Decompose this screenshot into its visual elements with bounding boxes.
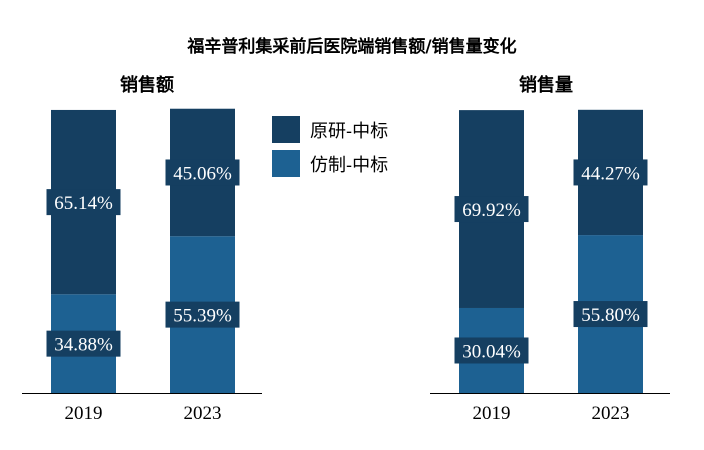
panel-title: 销售额: [120, 74, 174, 96]
data-label: 69.92%: [462, 200, 521, 221]
data-label-bg: [454, 337, 529, 364]
x-tick-label: 2023: [592, 403, 630, 424]
data-label: 30.04%: [462, 341, 521, 362]
chart-title: 福辛普利集采前后医院端销售额/销售量变化: [186, 36, 516, 57]
data-label: 45.06%: [173, 163, 232, 184]
x-tick-label: 2023: [184, 403, 222, 424]
panel-title: 销售量: [519, 74, 573, 96]
data-label-bg: [573, 159, 648, 186]
data-label-bg: [46, 189, 121, 216]
legend: 原研-中标 仿制-中标: [272, 116, 388, 177]
data-label-bg: [165, 301, 240, 328]
data-label: 34.88%: [54, 335, 113, 356]
data-label: 55.39%: [173, 306, 232, 327]
data-label: 44.27%: [581, 163, 640, 184]
legend-swatch-original: [272, 116, 300, 143]
legend-label-original: 原研-中标: [310, 121, 388, 142]
data-label-bg: [46, 330, 121, 357]
data-label-bg: [165, 159, 240, 186]
x-tick-label: 2019: [473, 403, 511, 424]
data-label-bg: [573, 301, 648, 328]
data-label: 65.14%: [54, 193, 113, 214]
legend-swatch-generic: [272, 150, 300, 177]
legend-label-generic: 仿制-中标: [310, 155, 388, 176]
x-tick-label: 2019: [65, 403, 103, 424]
data-label-bg: [454, 196, 529, 223]
data-label: 55.80%: [581, 305, 640, 326]
